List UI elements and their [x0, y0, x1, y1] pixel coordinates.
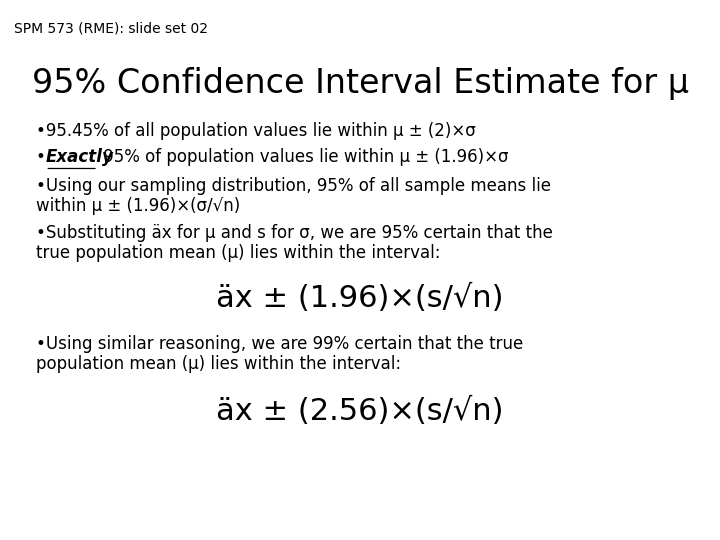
Text: Exactly: Exactly [45, 148, 113, 166]
Text: 95% Confidence Interval Estimate for μ: 95% Confidence Interval Estimate for μ [32, 68, 688, 100]
Text: 95% of population values lie within μ ± (1.96)×σ: 95% of population values lie within μ ± … [98, 148, 508, 166]
Text: •Using our sampling distribution, 95% of all sample means lie: •Using our sampling distribution, 95% of… [36, 177, 551, 195]
Text: •Substituting äx for μ and s for σ, we are 95% certain that the: •Substituting äx for μ and s for σ, we a… [36, 224, 553, 242]
Text: SPM 573 (RME): slide set 02: SPM 573 (RME): slide set 02 [14, 22, 208, 36]
Text: within μ ± (1.96)×(σ/√n): within μ ± (1.96)×(σ/√n) [36, 197, 240, 215]
Text: population mean (μ) lies within the interval:: population mean (μ) lies within the inte… [36, 355, 401, 373]
Text: •95.45% of all population values lie within μ ± (2)×σ: •95.45% of all population values lie wit… [36, 122, 476, 139]
Text: äx ± (2.56)×(s/√n): äx ± (2.56)×(s/√n) [216, 397, 504, 426]
Text: äx ± (1.96)×(s/√n): äx ± (1.96)×(s/√n) [216, 284, 504, 313]
Text: •Using similar reasoning, we are 99% certain that the true: •Using similar reasoning, we are 99% cer… [36, 335, 523, 353]
Text: •: • [36, 148, 46, 166]
Text: true population mean (μ) lies within the interval:: true population mean (μ) lies within the… [36, 244, 441, 262]
